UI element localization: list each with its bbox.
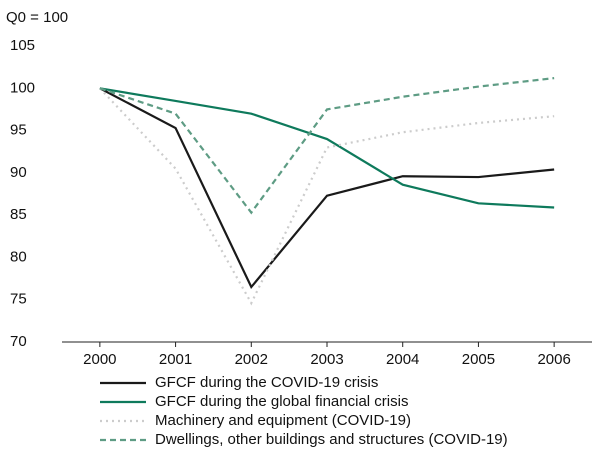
legend-label: GFCF during the global financial crisis (155, 393, 408, 410)
y-tick-label: 85 (10, 206, 27, 223)
series-line (99, 77, 555, 215)
x-tick-label: 2001 (159, 351, 192, 368)
y-tick-label: 105 (10, 37, 35, 54)
y-axis-label: Q0 = 100 (6, 9, 68, 26)
legend-label: Machinery and equipment (COVID-19) (155, 412, 411, 429)
x-tick-label: 2000 (83, 351, 116, 368)
y-tick-label: 80 (10, 248, 27, 265)
legend-label: GFCF during the COVID-19 crisis (155, 374, 378, 391)
series-line (99, 87, 555, 290)
x-tick-label: 2005 (462, 351, 495, 368)
y-tick-label: 90 (10, 164, 27, 181)
x-tick-label: 2002 (235, 351, 268, 368)
y-tick-label: 70 (10, 333, 27, 350)
x-tick-label: 2004 (386, 351, 419, 368)
y-tick-label: 75 (10, 291, 27, 308)
y-tick-label: 100 (10, 79, 35, 96)
y-tick-label: 95 (10, 122, 27, 139)
series-line (99, 87, 555, 209)
x-tick-label: 2003 (310, 351, 343, 368)
legend-label: Dwellings, other buildings and structure… (155, 431, 508, 448)
x-tick-label: 2006 (537, 351, 570, 368)
